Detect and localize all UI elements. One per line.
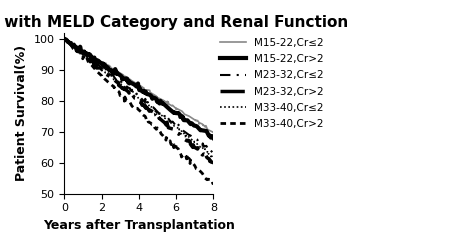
Legend: M15-22,Cr≤2, M15-22,Cr>2, M23-32,Cr≤2, M23-32,Cr>2, M33-40,Cr≤2, M33-40,Cr>2: M15-22,Cr≤2, M15-22,Cr>2, M23-32,Cr≤2, M… xyxy=(220,38,324,129)
Title: Survival with MELD Category and Renal Function: Survival with MELD Category and Renal Fu… xyxy=(0,15,348,30)
X-axis label: Years after Transplantation: Years after Transplantation xyxy=(43,219,235,232)
Y-axis label: Patient Survival(%): Patient Survival(%) xyxy=(15,45,28,181)
